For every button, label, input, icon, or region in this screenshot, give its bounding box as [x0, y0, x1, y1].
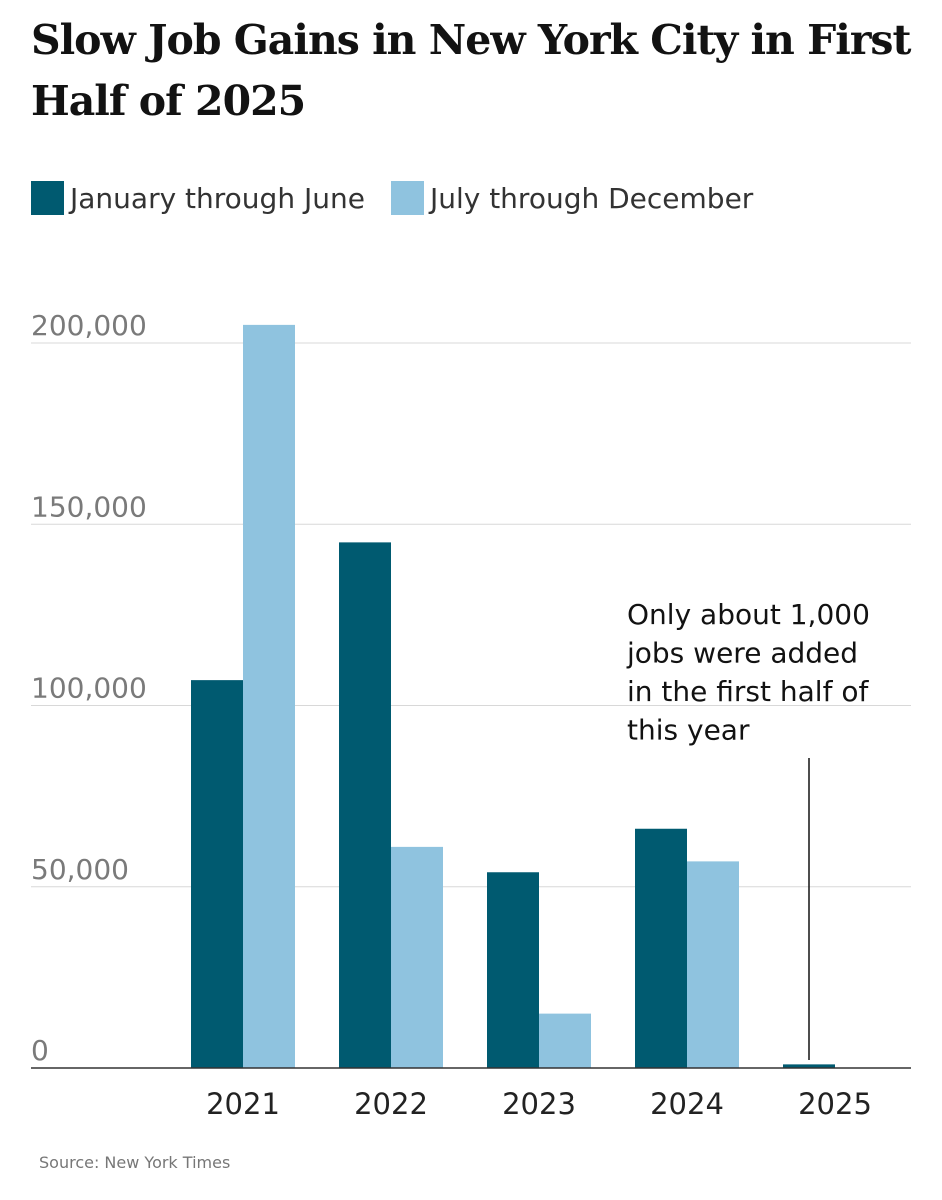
x-tick-label-2025: 2025	[798, 1087, 872, 1121]
bar-2021-series-2	[243, 324, 295, 1068]
annotation-text-line-4: this year	[627, 714, 750, 747]
legend: January through June July through Decemb…	[31, 181, 779, 215]
legend-label-jan-jun: January through June	[70, 181, 365, 215]
bar-2023-series-2	[539, 1013, 591, 1068]
legend-item-jan-jun: January through June	[31, 181, 365, 215]
legend-swatch-jan-jun	[31, 181, 64, 215]
source-note: Source: New York Times	[39, 1153, 231, 1172]
legend-label-jul-dec: July through December	[429, 181, 754, 215]
bar-2021-series-1	[191, 680, 243, 1068]
x-tick-label-2024: 2024	[650, 1087, 724, 1121]
x-tick-label-2021: 2021	[206, 1087, 280, 1121]
y-tick-label-50000: 50,000	[31, 853, 129, 886]
bar-2022-series-1	[339, 542, 391, 1068]
y-tick-label-150000: 150,000	[31, 490, 147, 523]
annotation-text-line-2: jobs were added	[626, 637, 858, 670]
chart-title: Slow Job Gains in New York City in First…	[31, 16, 911, 125]
legend-item-jul-dec: July through December	[390, 181, 754, 215]
y-tick-label-100000: 100,000	[31, 672, 147, 705]
x-tick-label-2023: 2023	[502, 1087, 576, 1121]
annotation-text-line-3: in the first half of	[627, 675, 869, 708]
legend-swatch-jul-dec	[390, 181, 424, 215]
y-tick-label-0: 0	[31, 1034, 49, 1067]
y-tick-label-200000: 200,000	[31, 309, 147, 342]
bar-2025-series-1	[783, 1064, 835, 1068]
bar-2024-series-1	[635, 828, 687, 1068]
x-tick-label-2022: 2022	[354, 1087, 428, 1121]
bar-2024-series-2	[687, 861, 739, 1068]
bar-2023-series-1	[487, 872, 539, 1068]
bar-2022-series-2	[391, 846, 443, 1068]
annotation-text-line-1: Only about 1,000	[627, 598, 870, 631]
